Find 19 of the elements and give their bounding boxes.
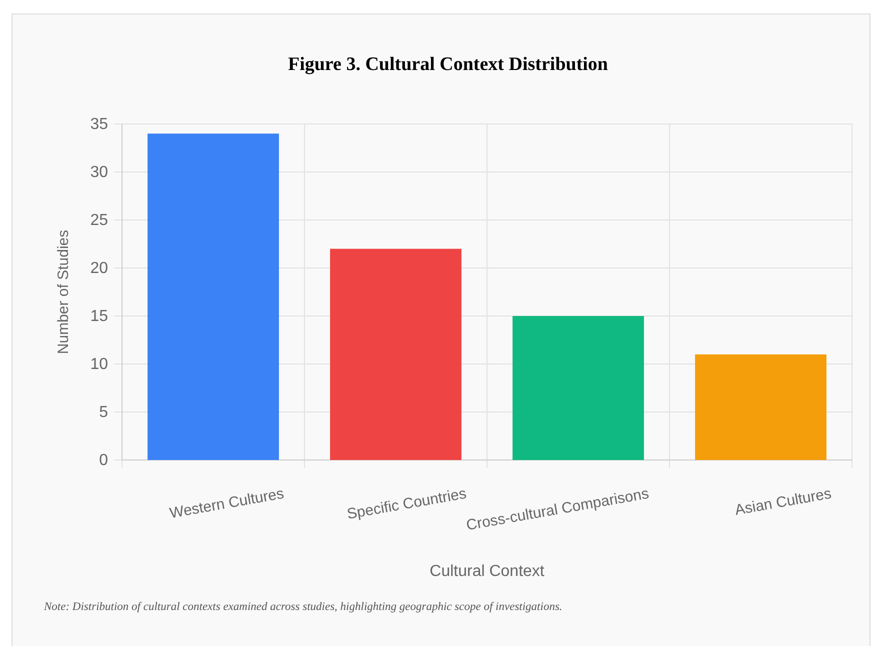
x-tick-label: Asian Cultures <box>734 485 833 519</box>
y-tick-label: 5 <box>99 404 108 422</box>
x-axis-title: Cultural Context <box>430 563 545 580</box>
chart-title: Figure 3. Cultural Context Distribution <box>288 54 608 75</box>
y-tick-label: 0 <box>99 452 108 470</box>
y-tick-label: 35 <box>90 116 108 134</box>
y-tick-label: 20 <box>90 260 108 278</box>
y-axis-title: Number of Studies <box>55 230 72 354</box>
bar <box>330 248 462 460</box>
y-tick-label: 15 <box>90 308 108 326</box>
y-tick-label: 25 <box>90 212 108 230</box>
bar <box>512 316 644 460</box>
x-tick-label: Specific Countries <box>346 485 468 523</box>
y-tick-label: 30 <box>90 164 108 182</box>
y-tick-label: 10 <box>90 356 108 374</box>
text: Note: Distribution of cultural contexts examined across studies, highlighting geographic scope of investigations. <box>43 601 562 613</box>
x-tick-label: Western Cultures <box>168 485 286 522</box>
bar <box>148 134 279 460</box>
bar <box>695 354 826 460</box>
